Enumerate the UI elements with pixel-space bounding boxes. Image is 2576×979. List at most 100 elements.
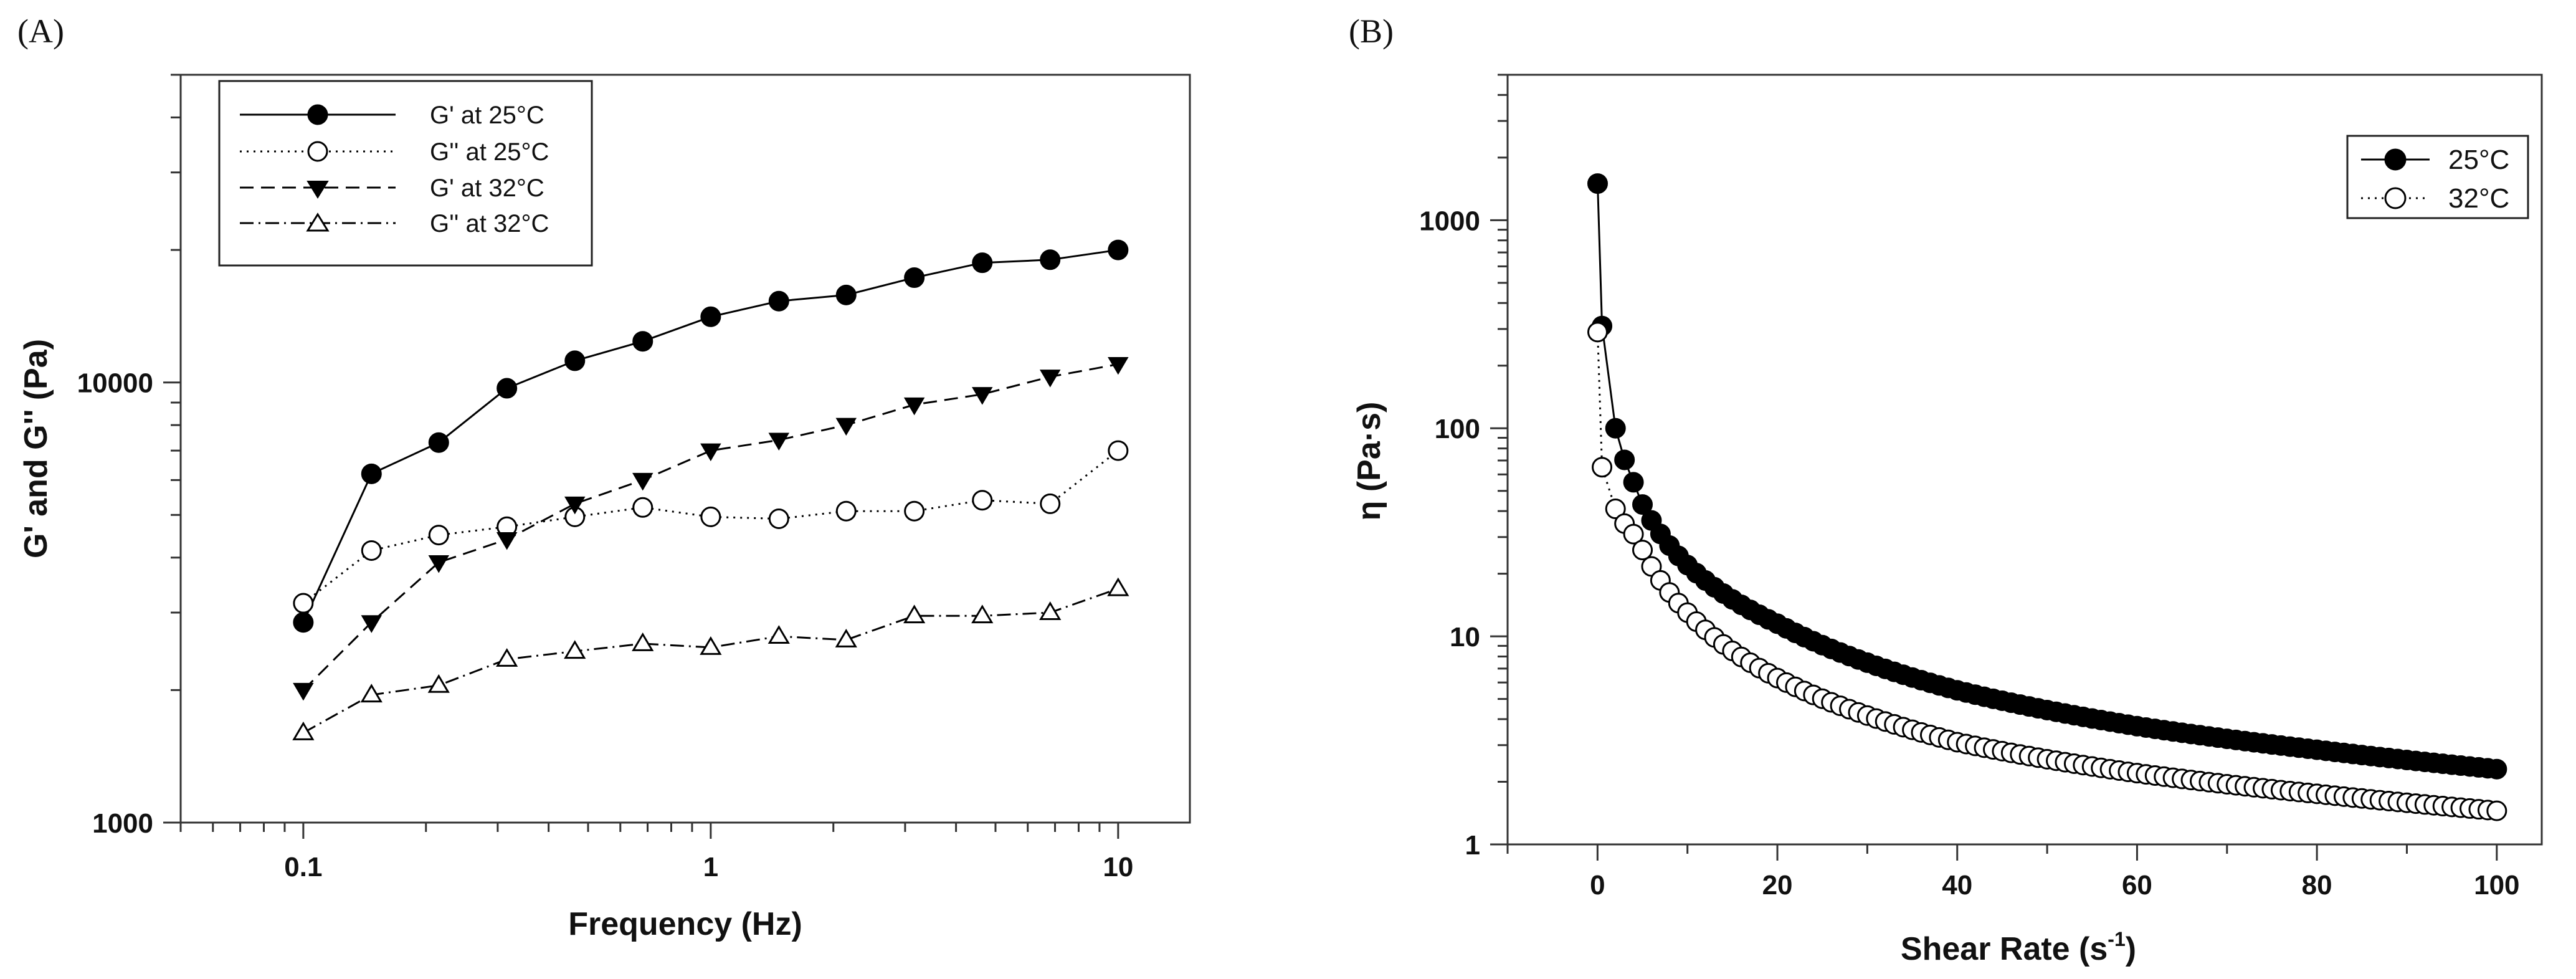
data-point	[971, 604, 994, 624]
panel-b-legend-box	[2346, 135, 2529, 219]
data-point	[972, 252, 993, 274]
panel-b-y-axis-title: η (Pa·s)	[1351, 402, 1387, 521]
data-point	[2486, 758, 2507, 780]
panel-a-legend: G' at 25°C G'' at 25°C G' at 32°C G'' at…	[218, 80, 593, 267]
legend-marker-gpp-25	[307, 141, 328, 162]
y-tick-label: 1000	[1419, 206, 1480, 236]
data-point	[1040, 493, 1061, 514]
data-point	[361, 463, 382, 484]
data-point	[360, 684, 383, 703]
panel-b-ticks	[1490, 74, 2498, 861]
data-point	[632, 472, 654, 491]
data-point	[835, 500, 857, 522]
data-point	[564, 350, 586, 371]
x-tick-label: 0	[1590, 870, 1605, 900]
legend-entry-32c: 32°C	[2361, 183, 2509, 214]
panel-a: (A) 0.1 1 10 1000 10000 Frequency (Hz) G' an…	[17, 12, 1191, 942]
data-point	[632, 331, 654, 352]
series-line	[1597, 183, 2497, 770]
x-tick-label: 60	[2122, 870, 2152, 900]
data-point	[293, 593, 314, 614]
legend-marker-gpp-32	[306, 213, 330, 232]
series-2	[1587, 322, 2507, 821]
data-point	[427, 674, 450, 693]
data-point	[1614, 449, 1635, 470]
data-point	[1587, 322, 1608, 343]
y-tick-label: 100	[1435, 414, 1480, 444]
data-point	[1108, 356, 1129, 375]
legend-entry-gpp-32: G'' at 32°C	[240, 210, 549, 237]
panel-b-x-axis-title-close: )	[2126, 931, 2136, 967]
panel-b-tick-labels: 0 20 40 60 80 100 1 10 100 1000	[1419, 206, 2519, 900]
data-point	[292, 721, 315, 740]
data-point	[428, 525, 449, 546]
legend-label-25c: 25°C	[2448, 145, 2509, 175]
data-point	[835, 628, 857, 647]
data-point	[564, 640, 586, 659]
panel-b-x-axis-title-main: Shear Rate (s	[1901, 931, 2108, 967]
panel-a-legend-box	[218, 80, 593, 267]
data-point	[903, 397, 925, 416]
x-tick-label: 10	[1103, 852, 1133, 882]
data-point	[1623, 523, 1644, 545]
series-2	[293, 440, 1129, 614]
x-tick-label: 40	[1942, 870, 1972, 900]
panel-b-x-axis-title: Shear Rate (s-1)	[1901, 928, 2136, 967]
panel-a-ticks	[163, 74, 1119, 839]
data-point	[1632, 494, 1653, 515]
legend-label-gpp-25: G'' at 25°C	[430, 138, 549, 166]
y-tick-label: 1000	[92, 808, 153, 839]
panel-b: (B) 0 20 40 60 80 100 1 10 100 1000 Shear Rate (s…	[1349, 12, 2543, 967]
data-point	[632, 632, 654, 651]
data-point	[904, 267, 925, 289]
series-4	[292, 577, 1129, 740]
legend-label-gp-25: G' at 25°C	[430, 102, 544, 129]
data-point	[361, 615, 383, 633]
data-point	[1039, 601, 1062, 621]
data-point	[496, 647, 518, 667]
data-point	[1592, 457, 1613, 478]
x-tick-label: 20	[1762, 870, 1793, 900]
data-point	[1623, 472, 1644, 493]
legend-label-gpp-32: G'' at 32°C	[430, 210, 549, 237]
data-point	[768, 509, 789, 530]
data-point	[700, 443, 721, 462]
panel-a-label: (A)	[17, 12, 64, 50]
panel-a-x-axis-title: Frequency (Hz)	[568, 906, 802, 942]
data-point	[632, 497, 654, 518]
data-point	[497, 378, 518, 399]
data-point	[496, 532, 518, 550]
panel-b-x-axis-title-sup: -1	[2108, 928, 2125, 950]
data-point	[1587, 173, 1608, 194]
panel-b-label: (B)	[1349, 12, 1394, 50]
data-point	[1108, 440, 1129, 461]
data-point	[1605, 418, 1626, 439]
data-point	[1040, 249, 1061, 270]
legend-entry-25c: 25°C	[2361, 145, 2509, 175]
data-point	[972, 490, 993, 511]
legend-entry-gpp-25: G'' at 25°C	[240, 138, 549, 166]
legend-label-gp-32: G' at 32°C	[430, 174, 544, 202]
data-point	[1039, 370, 1061, 388]
data-point	[835, 418, 857, 436]
data-point	[835, 284, 857, 305]
data-point	[768, 432, 790, 451]
data-point	[1107, 577, 1129, 596]
data-point	[972, 387, 993, 405]
x-tick-label: 100	[2474, 870, 2519, 900]
x-tick-label: 0.1	[284, 852, 322, 882]
panel-b-legend: 25°C 32°C	[2346, 135, 2529, 219]
data-point	[700, 506, 721, 527]
data-point	[903, 604, 926, 624]
legend-marker-32c	[2384, 187, 2407, 209]
panel-a-plot-frame	[179, 74, 1191, 824]
legend-entry-gp-25: G' at 25°C	[240, 102, 544, 129]
data-point	[700, 636, 722, 655]
panel-a-series	[292, 239, 1129, 740]
y-tick-label: 10	[1450, 622, 1480, 652]
panel-a-y-axis-title: G' and G'' (Pa)	[18, 339, 54, 558]
data-point	[428, 432, 449, 453]
x-tick-label: 80	[2302, 870, 2332, 900]
data-point	[1605, 499, 1626, 520]
